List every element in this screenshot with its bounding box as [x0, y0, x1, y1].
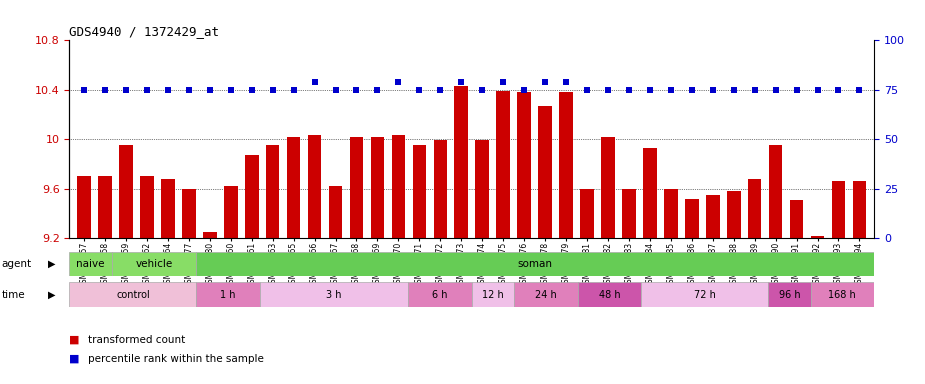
Text: vehicle: vehicle — [135, 259, 173, 269]
Bar — [810, 282, 874, 307]
Bar — [413, 146, 426, 238]
Text: ■: ■ — [69, 354, 80, 364]
Text: 48 h: 48 h — [598, 290, 621, 300]
Bar — [497, 91, 510, 238]
Bar — [434, 141, 447, 238]
Bar — [328, 186, 342, 238]
Bar — [623, 189, 635, 238]
Bar — [265, 146, 279, 238]
Bar — [514, 282, 577, 307]
Bar — [727, 191, 741, 238]
Text: 6 h: 6 h — [432, 290, 448, 300]
Bar — [769, 282, 810, 307]
Bar — [140, 176, 154, 238]
Text: 12 h: 12 h — [482, 290, 504, 300]
Bar — [810, 236, 824, 238]
Bar — [161, 179, 175, 238]
Text: ▶: ▶ — [48, 259, 55, 269]
Bar — [641, 282, 769, 307]
Text: transformed count: transformed count — [88, 335, 185, 345]
Bar — [69, 252, 112, 276]
Text: 3 h: 3 h — [327, 290, 342, 300]
Bar — [182, 189, 196, 238]
Text: 168 h: 168 h — [829, 290, 857, 300]
Bar — [77, 176, 91, 238]
Text: agent: agent — [2, 259, 32, 269]
Bar — [391, 136, 405, 238]
Text: ■: ■ — [69, 335, 80, 345]
Text: GDS4940 / 1372429_at: GDS4940 / 1372429_at — [69, 25, 219, 38]
Text: 96 h: 96 h — [779, 290, 800, 300]
Bar — [853, 181, 867, 238]
Bar — [308, 136, 321, 238]
Bar — [832, 181, 845, 238]
Bar — [475, 141, 489, 238]
Bar — [371, 137, 384, 238]
Bar — [601, 137, 615, 238]
Text: naive: naive — [76, 259, 105, 269]
Bar — [538, 106, 552, 238]
Text: 24 h: 24 h — [535, 290, 557, 300]
Bar — [643, 148, 657, 238]
Bar — [454, 86, 468, 238]
Bar — [769, 146, 783, 238]
Bar — [685, 199, 698, 238]
Text: time: time — [2, 290, 26, 300]
Bar — [747, 179, 761, 238]
Bar — [350, 137, 364, 238]
Bar — [472, 282, 514, 307]
Bar — [196, 282, 260, 307]
Bar — [224, 186, 238, 238]
Text: percentile rank within the sample: percentile rank within the sample — [88, 354, 264, 364]
Bar — [560, 92, 573, 238]
Text: 72 h: 72 h — [694, 290, 716, 300]
Bar — [119, 146, 133, 238]
Bar — [517, 92, 531, 238]
Bar — [69, 282, 196, 307]
Bar — [790, 200, 804, 238]
Bar — [98, 176, 112, 238]
Bar — [260, 282, 408, 307]
Bar — [196, 252, 874, 276]
Bar — [706, 195, 720, 238]
Bar — [408, 282, 472, 307]
Text: ▶: ▶ — [48, 290, 55, 300]
Text: soman: soman — [518, 259, 553, 269]
Bar — [287, 137, 301, 238]
Text: 1 h: 1 h — [220, 290, 236, 300]
Bar — [245, 155, 258, 238]
Bar — [203, 232, 216, 238]
Bar — [577, 282, 641, 307]
Bar — [664, 189, 678, 238]
Bar — [580, 189, 594, 238]
Text: control: control — [116, 290, 150, 300]
Bar — [112, 252, 196, 276]
